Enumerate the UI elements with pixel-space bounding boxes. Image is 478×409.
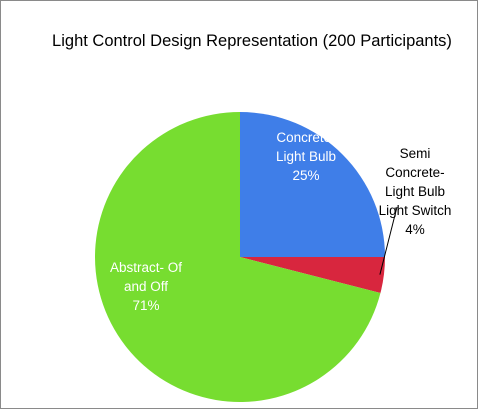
pie-slice-semi-concrete [240,257,385,294]
pie-label-percent: 4% [405,222,425,237]
pie-label-line: Abstract- Of [110,260,182,275]
pie-label-line: Concrete- [276,130,335,145]
pie-label-line: Light Switch [379,203,452,218]
pie-label-semi-concrete: Semi Concrete- Light Bulb Light Switch 4% [379,146,452,237]
chart-title: Light Control Design Representation (200… [52,32,452,50]
semi-concrete-leader-line [379,206,398,275]
pie-label-percent: 25% [292,168,319,183]
pie-slices [94,112,385,402]
pie-label-line: Concrete- [385,165,444,180]
pie-labels: Concrete- Light Bulb 25% Semi Concrete- Light… [110,130,451,313]
pie-slice-concrete-light-bulb [240,112,385,257]
pie-label-line: Light Bulb [276,149,336,164]
pie-label-concrete-light-bulb: Concrete- Light Bulb 25% [276,130,336,183]
pie-label-abstract-on-off: Abstract- Of and Off 71% [110,260,182,313]
pie-slice-abstract-on-off [94,112,381,402]
pie-label-line: and Off [124,279,168,294]
pie-label-percent: 71% [132,298,159,313]
pie-label-line: Light Bulb [385,184,445,199]
pie-label-line: Semi [400,146,431,161]
